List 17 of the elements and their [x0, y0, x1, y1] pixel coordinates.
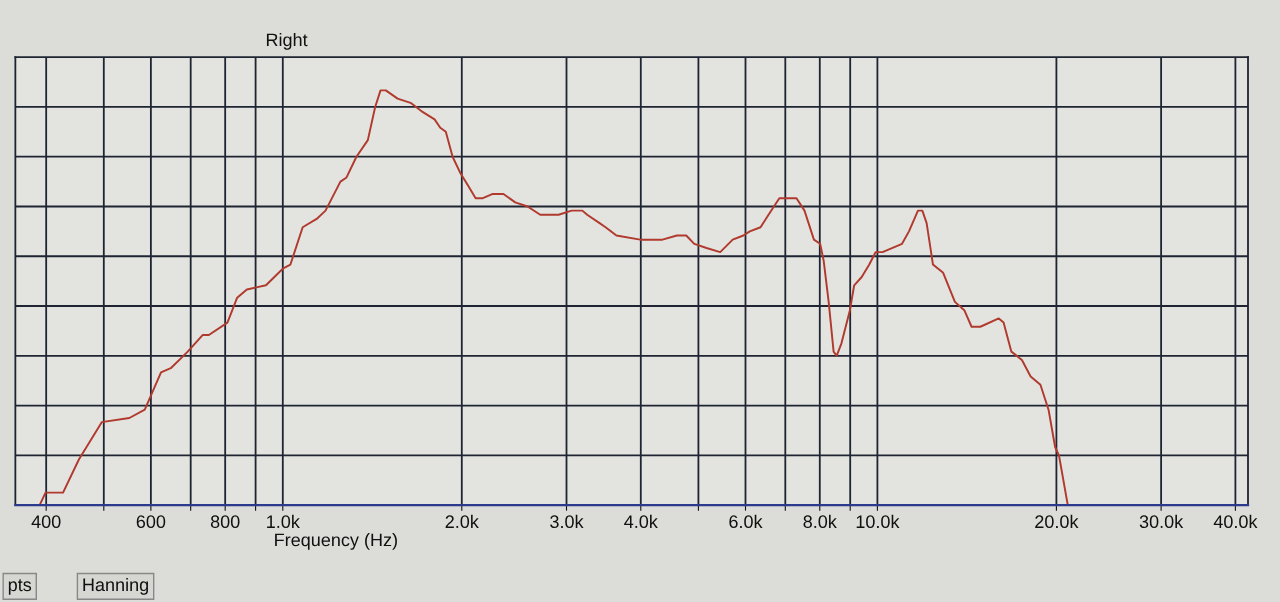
x-tick-label: 2.0k — [445, 514, 479, 529]
text: Hanning — [83, 577, 149, 595]
x-tick-label: 20.0k — [1035, 514, 1079, 529]
x-tick-label: 10.0k — [856, 514, 900, 529]
text: pts — [8, 579, 32, 595]
x-axis-title: Frequency (Hz) — [275, 533, 397, 550]
x-tick-label: 8.0k — [803, 514, 837, 529]
chart-title: Right — [266, 32, 308, 50]
x-tick-label: 40.0k — [1213, 514, 1258, 529]
x-tick-label: 400 — [31, 515, 61, 529]
x-tick-label: 3.0k — [550, 514, 584, 529]
x-tick-label: 4.0k — [624, 514, 658, 529]
x-tick-label: 800 — [210, 515, 240, 529]
x-tick-label: 1.0k — [267, 514, 300, 529]
x-tick-label: 6.0k — [729, 514, 763, 529]
x-tick-label: 600 — [136, 515, 166, 529]
x-tick-label: 30.0k — [1139, 514, 1184, 529]
